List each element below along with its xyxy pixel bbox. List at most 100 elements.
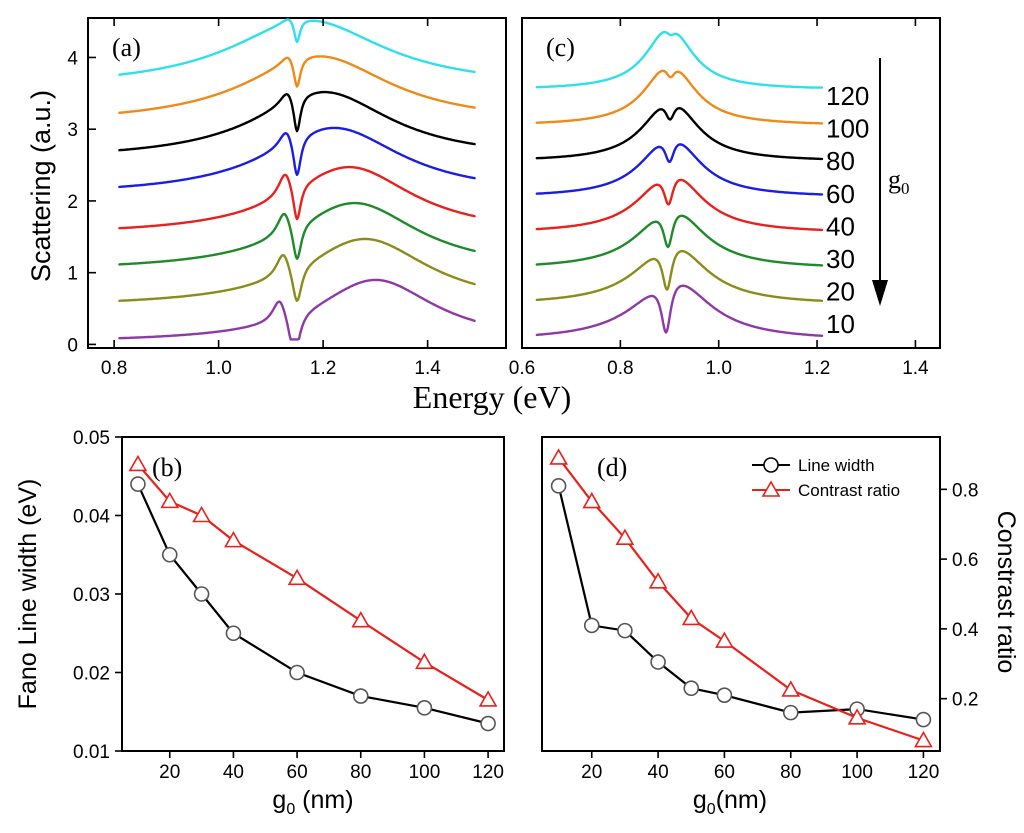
panel-a-curve: [118, 126, 476, 189]
data-point-triangle: [648, 572, 668, 589]
y-tick-label: 0.6: [952, 550, 978, 571]
panel-c-curve: [535, 214, 824, 267]
x-tick-label: 0.8: [101, 358, 127, 379]
data-point-circle: [550, 478, 567, 494]
x-axis-title-energy: Energy (eV): [413, 379, 571, 415]
x-tick-label: 20: [581, 762, 602, 783]
panel-d-frame: [541, 436, 941, 752]
series-label-g0: 40: [826, 211, 855, 241]
x-tick-label: 100: [409, 762, 441, 783]
panel-b-plot: 20 40 60 80 100 120 0.01 0.02 0.03 0.04 0.05: [73, 428, 504, 783]
x-tick-label: 1.2: [310, 358, 336, 379]
data-point-triangle: [681, 608, 701, 626]
x-tick-label: 1.2: [804, 358, 830, 379]
panel-a-curve: [118, 237, 476, 302]
series-line: [136, 483, 489, 725]
data-point-circle: [193, 586, 210, 602]
panel-c-curve: [535, 178, 824, 232]
panel-c-curve: [535, 107, 824, 161]
y-tick-label: 0.2: [952, 690, 978, 711]
panel-c-curves: [535, 30, 824, 337]
panel-b-frame: [121, 436, 505, 752]
legend-label-linewidth: Line width: [798, 456, 875, 475]
data-point-triangle: [351, 611, 371, 628]
x-tick-label: 120: [472, 762, 504, 783]
series-line: [557, 457, 924, 742]
x-tick-label: 1.4: [414, 358, 441, 379]
data-point-triangle: [160, 491, 180, 509]
data-point-circle: [130, 476, 146, 492]
x-tick-label: 80: [350, 762, 371, 783]
panel-c-curve: [535, 249, 824, 302]
panel-a-curve: [118, 18, 476, 76]
panel-c-curve: [535, 143, 824, 196]
data-point-circle: [161, 546, 178, 563]
x-tick-label: 0.6: [509, 358, 535, 379]
data-point-triangle: [847, 708, 867, 725]
series-label-g0: 120: [826, 81, 869, 111]
data-point-circle: [352, 688, 369, 704]
series-label-g0: 30: [826, 244, 855, 274]
data-point-triangle: [192, 505, 211, 523]
panel-d-plot: 20 40 60 80 100 120 0.2 0.4 0.6 0.8: [549, 448, 979, 783]
series-label-g0: 60: [826, 179, 855, 209]
series-label-g0: 20: [826, 277, 855, 307]
g0-arrow-head-icon: [872, 280, 888, 306]
y-tick-label: 3: [67, 120, 78, 141]
x-tick-label: 120: [908, 762, 940, 783]
x-tick-label: 0.8: [607, 358, 633, 379]
panel-a-label: (a): [112, 33, 141, 62]
data-point-circle: [225, 625, 242, 642]
series-label-g0: 80: [826, 146, 855, 176]
x-tick-label: 1.4: [902, 358, 929, 379]
panel-c-curve: [535, 284, 824, 337]
x-axis-title-b: g0 (nm): [272, 786, 353, 818]
data-point-triangle: [415, 652, 434, 670]
data-point-triangle: [224, 531, 243, 548]
data-point-triangle: [582, 491, 602, 509]
panel-a-axis: 0.8 1.0 1.2 1.4 0 1 2 3 4: [67, 18, 441, 379]
y-tick-label: 0.01: [73, 742, 110, 763]
data-point-circle: [683, 680, 700, 697]
panel-b: (b) 20 40 60 80 100 120 0.01 0.02 0.03 0.04 0.05 F…: [14, 428, 505, 818]
y-tick-label: 0.8: [952, 480, 978, 501]
y-tick-label: 2: [67, 192, 78, 213]
series-label-g0: 100: [826, 114, 869, 144]
panel-d: (d) 20 40 60 80 100 120 0.2 0.4 0.6 0.8 Constrast…: [541, 436, 1020, 818]
panel-d-label: (d): [597, 453, 627, 482]
data-point-triangle: [715, 631, 734, 648]
y-axis-title-contrast: Constrast ratio: [992, 511, 1020, 674]
data-point-circle: [416, 700, 433, 716]
data-point-circle: [650, 654, 666, 670]
y-axis-title-linewidth: Fano Line width (eV): [14, 479, 42, 710]
x-tick-label: 100: [841, 762, 873, 783]
data-point-circle: [915, 711, 932, 728]
data-point-circle: [617, 622, 633, 639]
y-axis-title-scattering: Scattering (a.u.): [26, 90, 56, 282]
y-tick-label: 0.05: [73, 428, 110, 449]
panel-a-curves: [118, 18, 476, 341]
data-point-triangle: [478, 690, 498, 707]
x-tick-label: 20: [159, 762, 180, 783]
panel-c-curve: [535, 30, 824, 89]
data-point-triangle: [549, 448, 568, 465]
data-point-triangle: [781, 680, 801, 697]
data-point-triangle: [615, 528, 635, 545]
panel-a-frame: [87, 17, 507, 349]
panel-a-curve: [118, 278, 476, 341]
legend-marker-triangle: [761, 480, 781, 497]
data-point-triangle: [287, 568, 307, 586]
data-point-circle: [782, 704, 799, 721]
y-tick-label: 0: [67, 335, 78, 356]
x-axis-title-d: g0(nm): [693, 786, 767, 818]
data-point-circle: [480, 715, 496, 732]
x-tick-label: 1.0: [205, 358, 231, 379]
legend-label-contrast: Contrast ratio: [798, 481, 900, 500]
panel-c-frame: [521, 17, 941, 349]
panel-a-curve: [118, 201, 476, 266]
panel-a-curve: [118, 165, 476, 230]
panel-c-label: (c): [546, 33, 575, 62]
g0-arrow-label: g0: [888, 165, 910, 198]
